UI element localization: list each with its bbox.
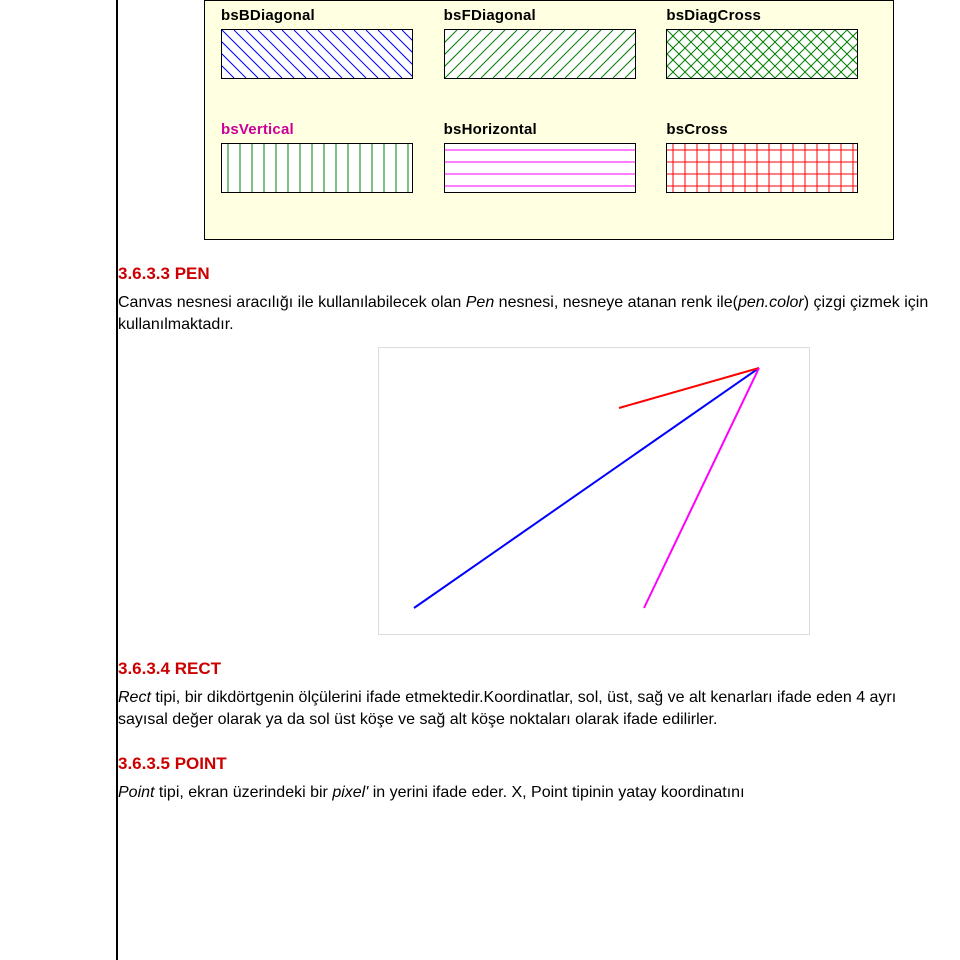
text: in yerini ifade eder. X, Point tipinin y… [368, 784, 744, 801]
brush-label-cross: bsCross [660, 121, 877, 138]
heading-point: 3.6.3.5 POINT [118, 754, 960, 774]
brush-row-2-swatches [215, 143, 883, 193]
heading-rect: 3.6.3.4 RECT [118, 659, 960, 679]
text-italic: Point [118, 784, 154, 801]
brush-styles-panel: bsBDiagonal bsFDiagonal bsDiagCross bsVe… [204, 0, 894, 240]
swatch-fdiagonal [444, 29, 636, 79]
brush-label-bdiagonal: bsBDiagonal [215, 7, 432, 24]
para-point: Point tipi, ekran üzerindeki bir pixel' … [118, 782, 930, 804]
brush-label-vertical: bsVertical [215, 121, 432, 138]
swatch-diagcross [666, 29, 858, 79]
para-pen: Canvas nesnesi aracılığı ile kullanılabi… [118, 292, 930, 335]
text-italic: Pen [466, 294, 494, 311]
text-italic: pixel' [332, 784, 368, 801]
page: bsBDiagonal bsFDiagonal bsDiagCross bsVe… [0, 0, 960, 960]
text: nesnesi, nesneye atanan renk ile( [494, 294, 738, 311]
brush-label-diagcross: bsDiagCross [660, 7, 877, 24]
brush-row-1-labels: bsBDiagonal bsFDiagonal bsDiagCross [215, 7, 883, 24]
heading-pen: 3.6.3.3 PEN [118, 264, 960, 284]
brush-row-2-labels: bsVertical bsHorizontal bsCross [215, 121, 883, 138]
brush-row-1-swatches [215, 29, 883, 79]
para-rect: Rect tipi, bir dikdörtgenin ölçülerini i… [118, 687, 930, 730]
swatch-bdiagonal [221, 29, 413, 79]
text: tipi, ekran üzerindeki bir [154, 784, 332, 801]
text-italic: Rect [118, 689, 151, 706]
text: Canvas nesnesi aracılığı ile kullanılabi… [118, 294, 466, 311]
text: tipi, bir dikdörtgenin ölçülerini ifade … [118, 689, 896, 728]
pen-figure [378, 347, 810, 635]
brush-label-fdiagonal: bsFDiagonal [438, 7, 655, 24]
swatch-horizontal [444, 143, 636, 193]
brush-label-horizontal: bsHorizontal [438, 121, 655, 138]
left-margin [0, 0, 118, 960]
swatch-cross [666, 143, 858, 193]
text-italic: pen.color [738, 294, 804, 311]
swatch-vertical [221, 143, 413, 193]
content: bsBDiagonal bsFDiagonal bsDiagCross bsVe… [118, 0, 960, 960]
